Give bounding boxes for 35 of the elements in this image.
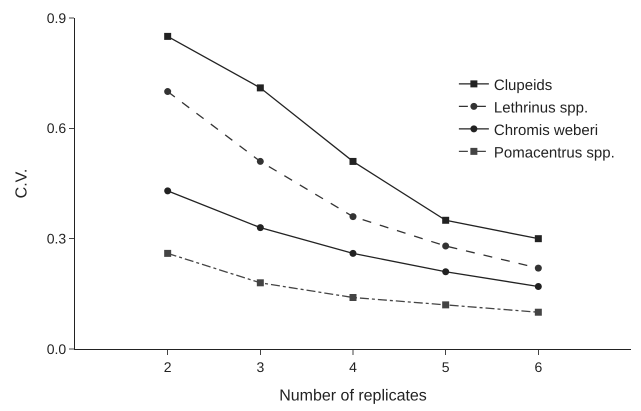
x-tick-label: 2	[164, 358, 172, 375]
text: 0.0	[46, 340, 66, 357]
point	[442, 216, 450, 224]
point	[442, 268, 450, 276]
point	[256, 158, 264, 165]
point	[256, 224, 264, 232]
x-tick-label: 6	[534, 358, 542, 375]
point	[350, 294, 356, 302]
point	[256, 279, 264, 286]
legend-label: Chromis weberi	[494, 122, 598, 139]
x-tick-label: 4	[349, 358, 358, 375]
point	[534, 282, 542, 290]
y-tick-label: 0.6	[46, 120, 66, 136]
x-tick-label: 3	[256, 358, 264, 375]
y-axis-title: C.V.	[14, 168, 31, 198]
point	[164, 88, 172, 96]
point	[534, 264, 542, 272]
point	[534, 308, 542, 316]
legend-label: Pomacentrus spp.	[494, 144, 615, 162]
x-axis-title: Number of replicates	[279, 388, 427, 404]
legend-label: Clupeids	[494, 76, 552, 94]
y-tick-label: 0.3	[46, 230, 66, 247]
point	[256, 84, 264, 92]
y-tick-label: 0.9	[46, 10, 66, 26]
point	[442, 242, 450, 250]
point	[164, 32, 172, 40]
point	[350, 213, 356, 220]
point	[534, 235, 542, 242]
point	[164, 250, 172, 257]
point	[350, 158, 356, 165]
legend-label: Lethrinus spp.	[494, 99, 588, 116]
point	[350, 250, 356, 257]
point	[442, 301, 450, 308]
point	[164, 187, 172, 194]
x-tick-label: 5	[442, 358, 450, 375]
